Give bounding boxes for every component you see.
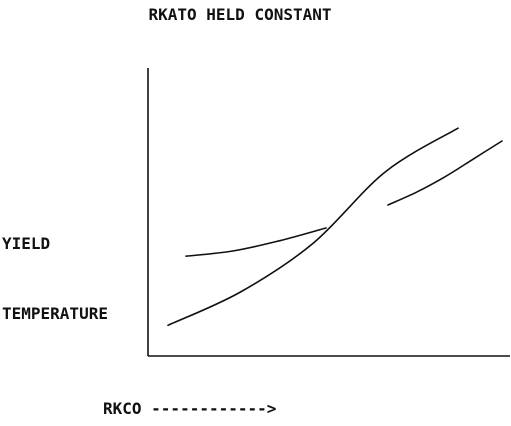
y-label-temperature: TEMPERATURE — [2, 304, 108, 323]
chart-title: RKATO HELD CONSTANT — [148, 5, 331, 24]
series-layer — [167, 127, 503, 327]
series-line-2 — [167, 127, 459, 327]
series-line-3 — [387, 140, 503, 206]
y-label-yield: YIELD — [2, 234, 50, 253]
series-line-1 — [185, 227, 327, 257]
x-axis-label: RKCO ------------> — [103, 399, 276, 418]
